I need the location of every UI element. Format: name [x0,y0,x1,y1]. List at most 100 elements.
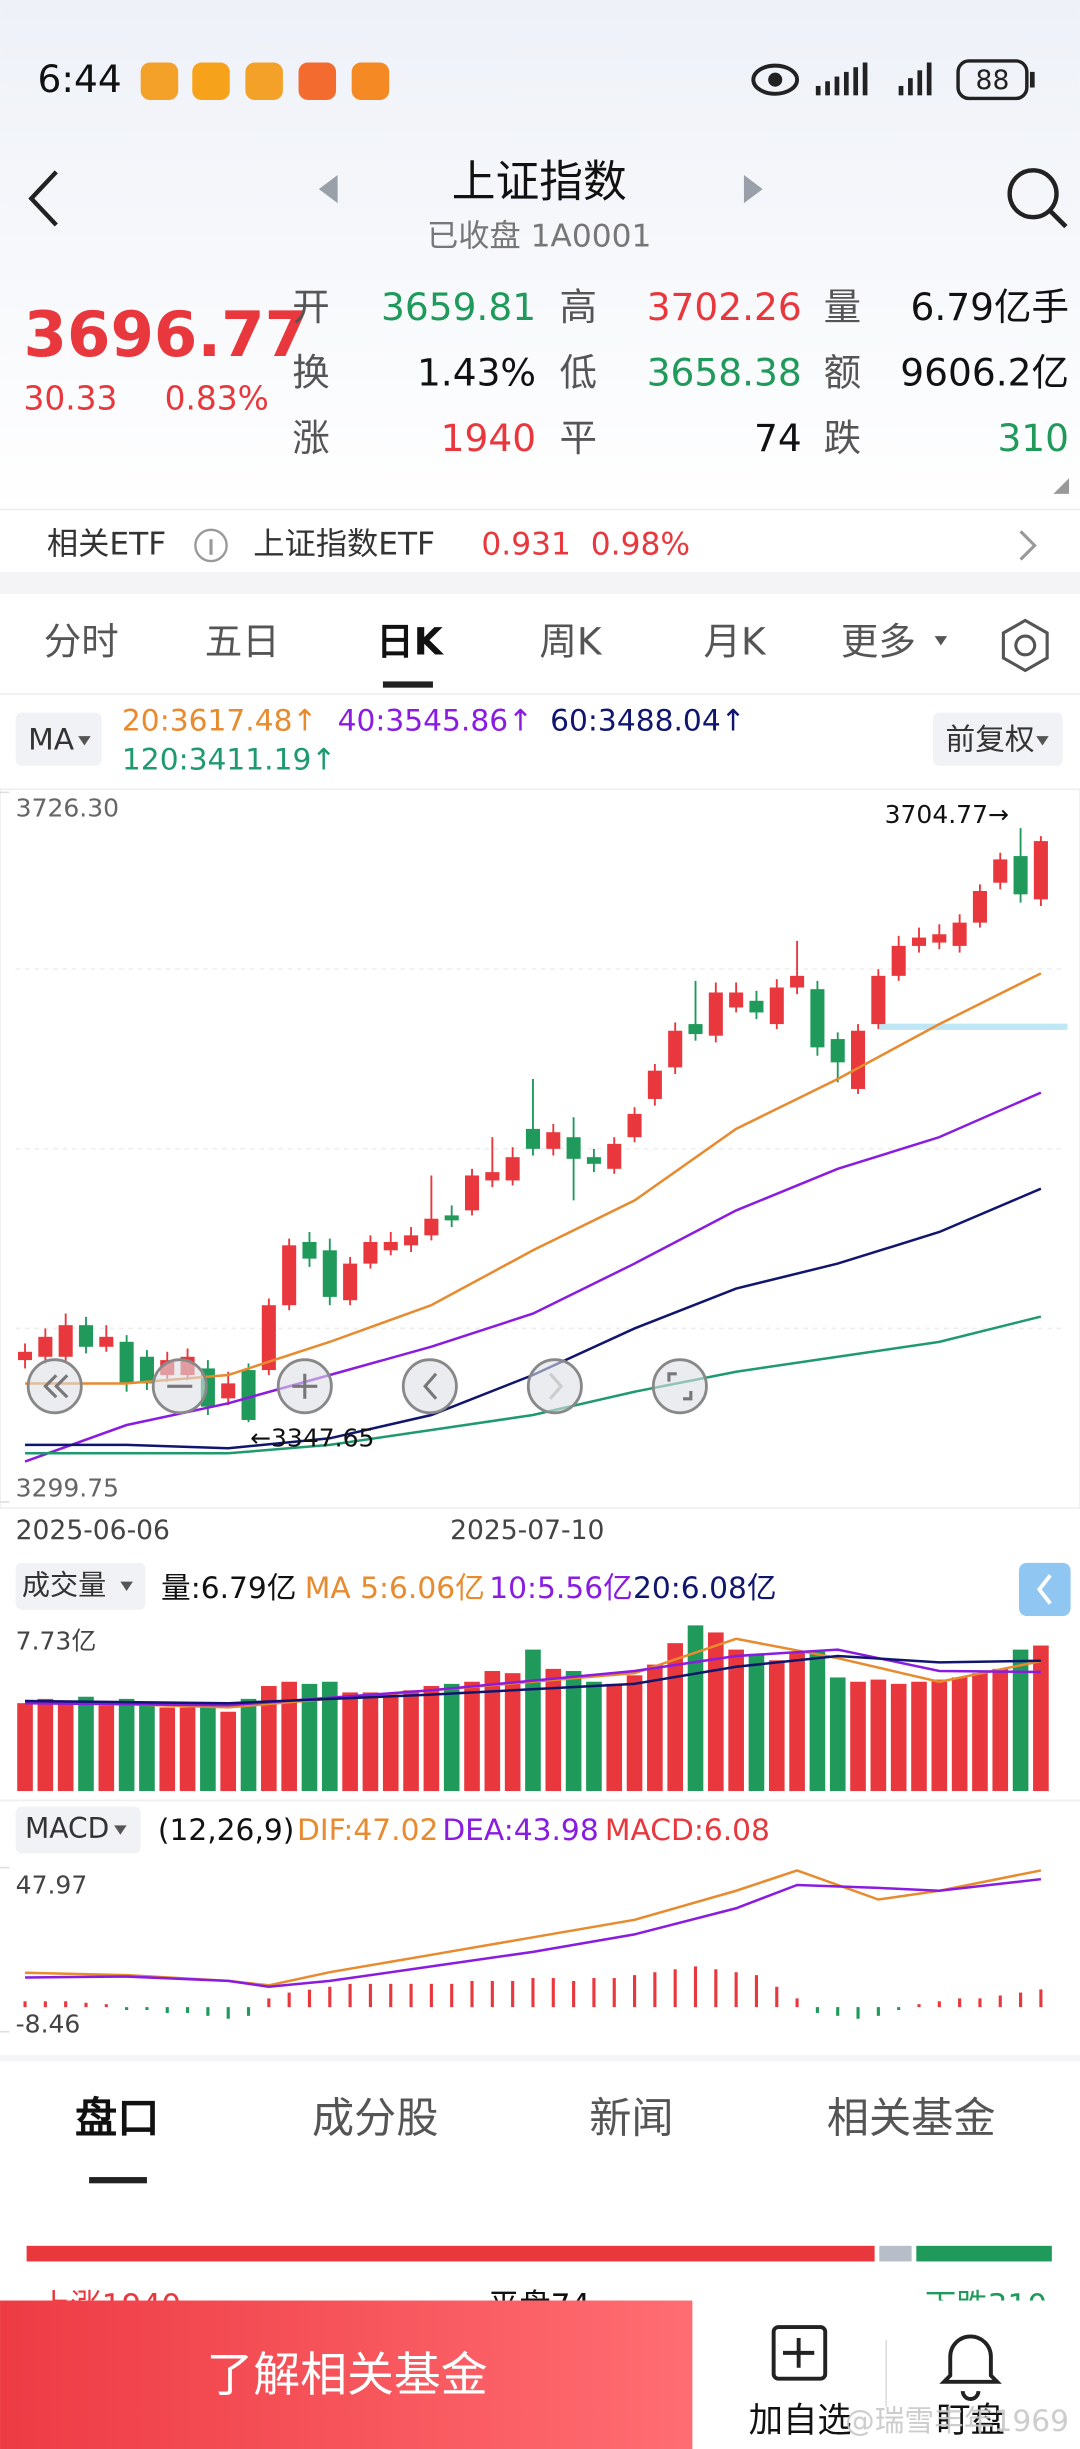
etf-arrow[interactable] [1019,530,1037,561]
macd-button[interactable] [15,1806,141,1854]
adjust-button[interactable] [933,712,1063,766]
volume-bar [525,1649,541,1792]
macd-bar [429,1983,433,2008]
back-button[interactable] [28,170,58,227]
volume-bar [261,1686,277,1792]
price: 3696.77 [23,298,308,371]
macd-bar [592,1978,596,2008]
breadth-bar [879,2245,912,2262]
zoom-in-button[interactable] [292,1373,318,1399]
volume-bar [931,1679,948,1792]
volume-bar [850,1681,866,1792]
candle-body [911,937,927,946]
volume-button[interactable] [15,1562,146,1610]
next-index[interactable] [743,175,763,204]
bottom-tab[interactable]: 盘口 [75,2093,159,2142]
scroll-left-button[interactable] [43,1374,69,1399]
volume-bar [748,1653,765,1792]
macd-legend: MACD:6.08 [605,1813,770,1848]
macd-bar [815,2007,819,2013]
candle-body [99,1336,114,1347]
volume-bar [890,1683,907,1792]
volume-bar [37,1698,54,1792]
quote-value: 74 [754,416,802,460]
tab[interactable]: 更多 [841,619,916,663]
volume-bar [17,1703,33,1792]
tab[interactable]: 日K [376,619,444,663]
candle-body [1033,841,1048,900]
volume-ma20: 20:6.08亿 [633,1571,777,1606]
step-left-button[interactable] [423,1372,438,1400]
ma20-legend: 20:3617.48↑ [122,704,317,739]
tab-underline [382,681,433,688]
volume-bar [647,1664,663,1792]
volume-bar [342,1692,358,1792]
macd-bar [186,2007,190,2013]
candle-body [322,1250,337,1297]
candle-body [404,1235,419,1246]
ma-button[interactable] [15,712,102,766]
macd-bar [328,1986,332,2008]
macd-bar [246,2007,251,2016]
volume-bar [586,1681,602,1792]
macd-bar [856,2007,860,2019]
bottom-tab[interactable]: 相关基金 [827,2093,996,2142]
candle-body [952,922,967,946]
etf-label: 相关ETF [47,526,166,562]
macd-bar [206,2007,210,2016]
search-button[interactable] [1007,168,1068,229]
volume-ma5: MA 5:6.06亿 [305,1571,485,1606]
info-icon[interactable] [194,528,228,563]
tab[interactable]: 月K [704,619,767,663]
macd-bar [1039,1989,1043,2008]
fullscreen-button[interactable] [667,1372,693,1401]
prev-index[interactable] [318,175,338,204]
macd-bar [348,1983,352,2008]
monitor-icon[interactable] [939,2334,1002,2401]
macd-bar [531,1978,535,2008]
quote-label: 跌 [824,416,862,460]
system-icons [751,59,1035,101]
macd-bar [876,2007,880,2016]
indicator-line [25,1654,1041,1705]
tab[interactable]: 分时 [44,619,119,663]
macd-bar [450,1983,454,2008]
macd-bar [551,1978,555,2008]
settings-button[interactable] [1001,618,1049,673]
candle-body [647,1070,662,1099]
toggle-arrow [1036,1574,1052,1605]
volume-bar [870,1679,887,1792]
macd-bar [267,1998,271,2008]
volume-bar [1033,1645,1049,1792]
quote-value: 6.79亿手 [911,285,1070,329]
watermark: @瑞雪丰年1969 [845,2404,1069,2439]
volume-max-label: 7.73亿 [16,1627,97,1656]
candle-body [993,859,1008,883]
candle-body [749,1000,764,1013]
tab[interactable]: 五日 [205,619,280,663]
volume-bar [809,1651,826,1792]
primary-button[interactable] [0,2300,693,2449]
volume-bar [78,1696,94,1792]
step-right-button[interactable] [548,1372,564,1400]
ma40-legend: 40:3545.86↑ [338,704,533,739]
volume-bar [687,1625,704,1792]
bottom-tab[interactable]: 成分股 [312,2093,439,2142]
grid [15,968,1065,1330]
macd-bar [734,1972,738,2008]
candle-body [261,1305,276,1371]
tab[interactable]: 周K [539,619,602,663]
watch-icon[interactable] [771,2325,828,2381]
indicator-line [24,1637,1042,1709]
dea-legend: DEA:43.98 [442,1813,598,1848]
dif-legend: DIF:47.02 [297,1813,438,1848]
candle-body [790,975,805,988]
macd-bar [693,1966,698,2008]
candle-body [586,1157,601,1164]
side-panel-toggle[interactable] [1019,1562,1071,1616]
candle-body [627,1113,642,1138]
bottom-tab[interactable]: 新闻 [589,2093,673,2142]
candle-body [424,1218,439,1236]
volume-bar [992,1668,1009,1792]
